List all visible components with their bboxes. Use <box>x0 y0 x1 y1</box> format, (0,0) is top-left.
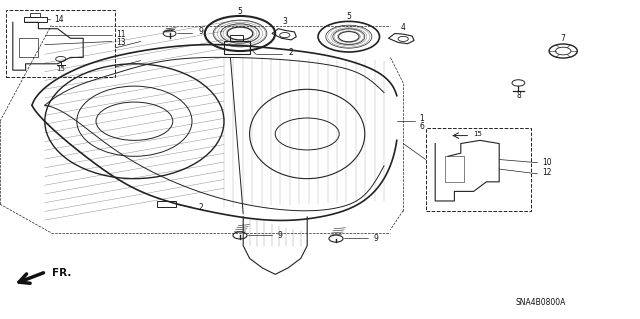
Text: 2: 2 <box>198 204 203 212</box>
Text: 3: 3 <box>282 17 287 26</box>
Text: 15: 15 <box>56 66 65 71</box>
Text: 10: 10 <box>542 158 552 167</box>
Text: 9: 9 <box>198 27 204 36</box>
Bar <box>157 201 176 207</box>
Text: 8: 8 <box>516 91 521 100</box>
Bar <box>445 156 464 182</box>
Bar <box>230 35 243 41</box>
Text: 9: 9 <box>373 234 378 243</box>
Text: 14: 14 <box>54 15 64 24</box>
Bar <box>6 10 115 77</box>
Text: 5: 5 <box>237 7 243 16</box>
Bar <box>24 17 47 22</box>
Text: 4: 4 <box>401 23 406 32</box>
Text: 11: 11 <box>116 30 126 39</box>
Text: 2: 2 <box>289 48 294 57</box>
Bar <box>19 38 38 57</box>
Text: 6: 6 <box>419 122 424 130</box>
Text: FR.: FR. <box>52 268 72 278</box>
Text: 5: 5 <box>346 12 351 21</box>
Text: 15: 15 <box>474 131 483 137</box>
Bar <box>30 13 40 17</box>
Text: 7: 7 <box>561 34 566 43</box>
Text: SNA4B0800A: SNA4B0800A <box>516 298 566 307</box>
Text: 9: 9 <box>277 231 282 240</box>
Bar <box>224 41 250 54</box>
Text: 12: 12 <box>542 168 552 177</box>
Bar <box>426 128 531 211</box>
Text: 1: 1 <box>419 114 424 122</box>
Text: 13: 13 <box>116 38 126 47</box>
